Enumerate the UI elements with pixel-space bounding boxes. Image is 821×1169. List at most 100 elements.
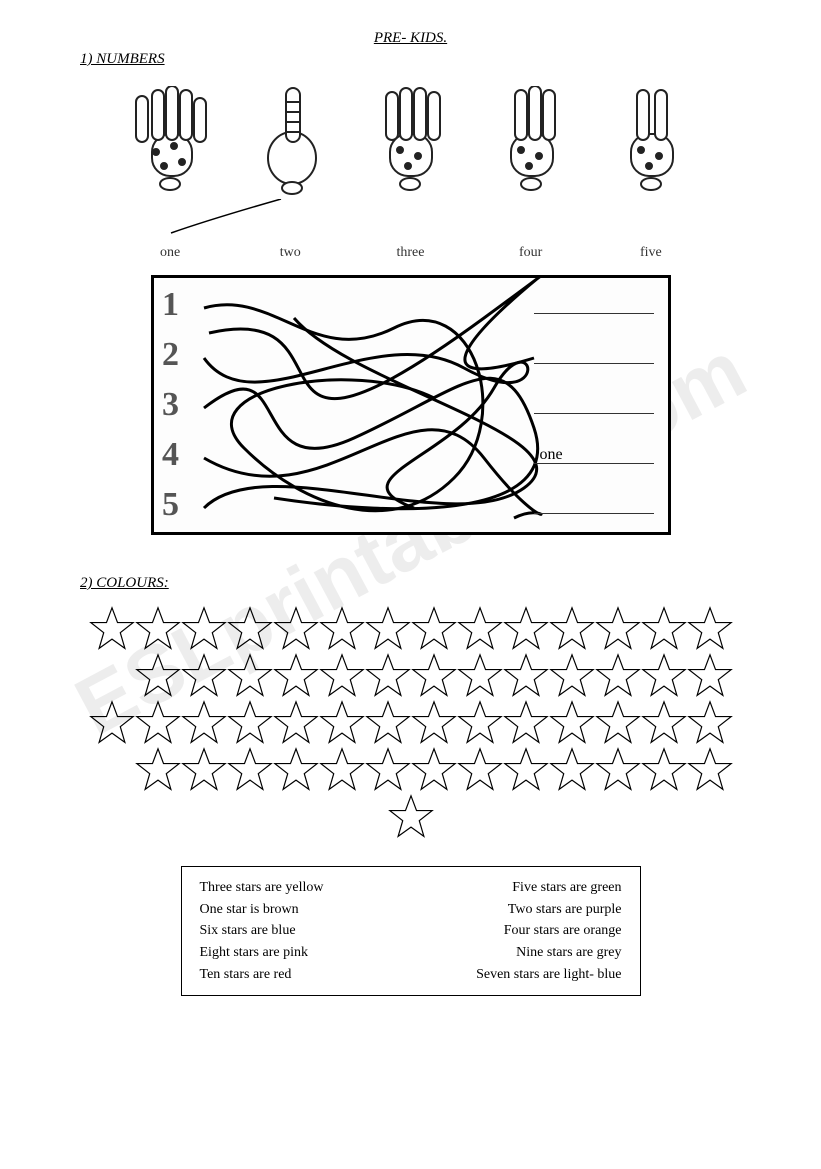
answer-line-3[interactable] (534, 396, 654, 414)
star-cell (319, 700, 365, 751)
star-cell (273, 747, 319, 798)
page-title: PRE- KIDS. (70, 30, 751, 47)
star-icon (457, 606, 503, 652)
star-row (70, 606, 751, 657)
star-row-solo (70, 794, 751, 840)
star-cell (641, 653, 687, 704)
star-icon (411, 653, 457, 699)
star-cell (227, 747, 273, 798)
star-icon (457, 653, 503, 699)
star-cell (89, 606, 135, 657)
instruction-left: One star is brown (200, 899, 299, 921)
star-icon (227, 653, 273, 699)
star-icon (595, 653, 641, 699)
star-icon (549, 700, 595, 746)
star-cell (687, 606, 733, 657)
stars-grid (70, 606, 751, 840)
label-four: four (486, 245, 576, 261)
star-cell (503, 747, 549, 798)
instruction-row: One star is brownTwo stars are purple (200, 899, 622, 921)
hand-three-icon (486, 86, 576, 201)
star-icon (181, 747, 227, 793)
star-cell (503, 653, 549, 704)
star-cell (595, 653, 641, 704)
instruction-left: Eight stars are pink (200, 942, 308, 964)
star-cell (549, 606, 595, 657)
star-cell (411, 747, 457, 798)
number-labels-row: one two three four five (110, 245, 711, 261)
star-cell (595, 747, 641, 798)
star-cell (365, 700, 411, 751)
star-cell (503, 700, 549, 751)
star-cell (503, 606, 549, 657)
answer-line-4[interactable]: one (534, 446, 654, 464)
star-cell (227, 700, 273, 751)
star-icon (503, 606, 549, 652)
maze-box: 1 2 3 4 5 one (151, 275, 671, 535)
hands-row (110, 86, 711, 201)
star-icon (273, 606, 319, 652)
star-icon (273, 653, 319, 699)
star-icon (227, 700, 273, 746)
star-icon (641, 653, 687, 699)
star-icon (89, 606, 135, 652)
star-cell (273, 700, 319, 751)
star-icon (319, 606, 365, 652)
instruction-right: Five stars are green (512, 877, 621, 899)
star-cell (411, 700, 457, 751)
label-three: three (365, 245, 455, 261)
hand-two-icon (606, 86, 696, 201)
star-cell (135, 747, 181, 798)
star-cell (273, 606, 319, 657)
label-one: one (125, 245, 215, 261)
label-two: two (245, 245, 335, 261)
star-icon (319, 700, 365, 746)
star-icon (411, 747, 457, 793)
star-icon (641, 606, 687, 652)
star-cell (687, 700, 733, 751)
section-1-heading: 1) NUMBERS (80, 51, 751, 68)
star-cell (641, 747, 687, 798)
star-icon (365, 606, 411, 652)
star-cell (457, 653, 503, 704)
star-row (70, 700, 751, 751)
star-row (116, 747, 751, 798)
connector-line (71, 199, 751, 239)
star-icon (273, 747, 319, 793)
star-cell (411, 653, 457, 704)
answer-line-5[interactable] (534, 496, 654, 514)
instruction-left: Three stars are yellow (200, 877, 324, 899)
star-cell (457, 700, 503, 751)
instruction-row: Ten stars are redSeven stars are light- … (200, 964, 622, 986)
star-icon (687, 606, 733, 652)
answer-line-1[interactable] (534, 296, 654, 314)
instruction-right: Nine stars are grey (516, 942, 621, 964)
star-cell (595, 700, 641, 751)
star-cell (641, 700, 687, 751)
star-icon (595, 606, 641, 652)
star-icon (135, 606, 181, 652)
star-cell (135, 700, 181, 751)
star-icon (595, 700, 641, 746)
star-cell (319, 606, 365, 657)
instruction-row: Three stars are yellow Five stars are gre… (200, 877, 622, 899)
star-cell (227, 606, 273, 657)
hand-one-icon (245, 86, 335, 201)
star-icon (181, 606, 227, 652)
star-icon (641, 700, 687, 746)
star-icon (227, 606, 273, 652)
instruction-left: Six stars are blue (200, 920, 296, 942)
star-cell (89, 700, 135, 751)
star-icon (411, 606, 457, 652)
star-icon (388, 794, 434, 840)
star-cell (365, 653, 411, 704)
star-icon (687, 747, 733, 793)
instructions-box: Three stars are yellow Five stars are gre… (181, 866, 641, 996)
star-cell (181, 606, 227, 657)
star-icon (549, 747, 595, 793)
star-cell (181, 653, 227, 704)
hand-five-icon (125, 86, 215, 201)
answer-line-2[interactable] (534, 346, 654, 364)
star-cell (549, 700, 595, 751)
instruction-left: Ten stars are red (200, 964, 292, 986)
